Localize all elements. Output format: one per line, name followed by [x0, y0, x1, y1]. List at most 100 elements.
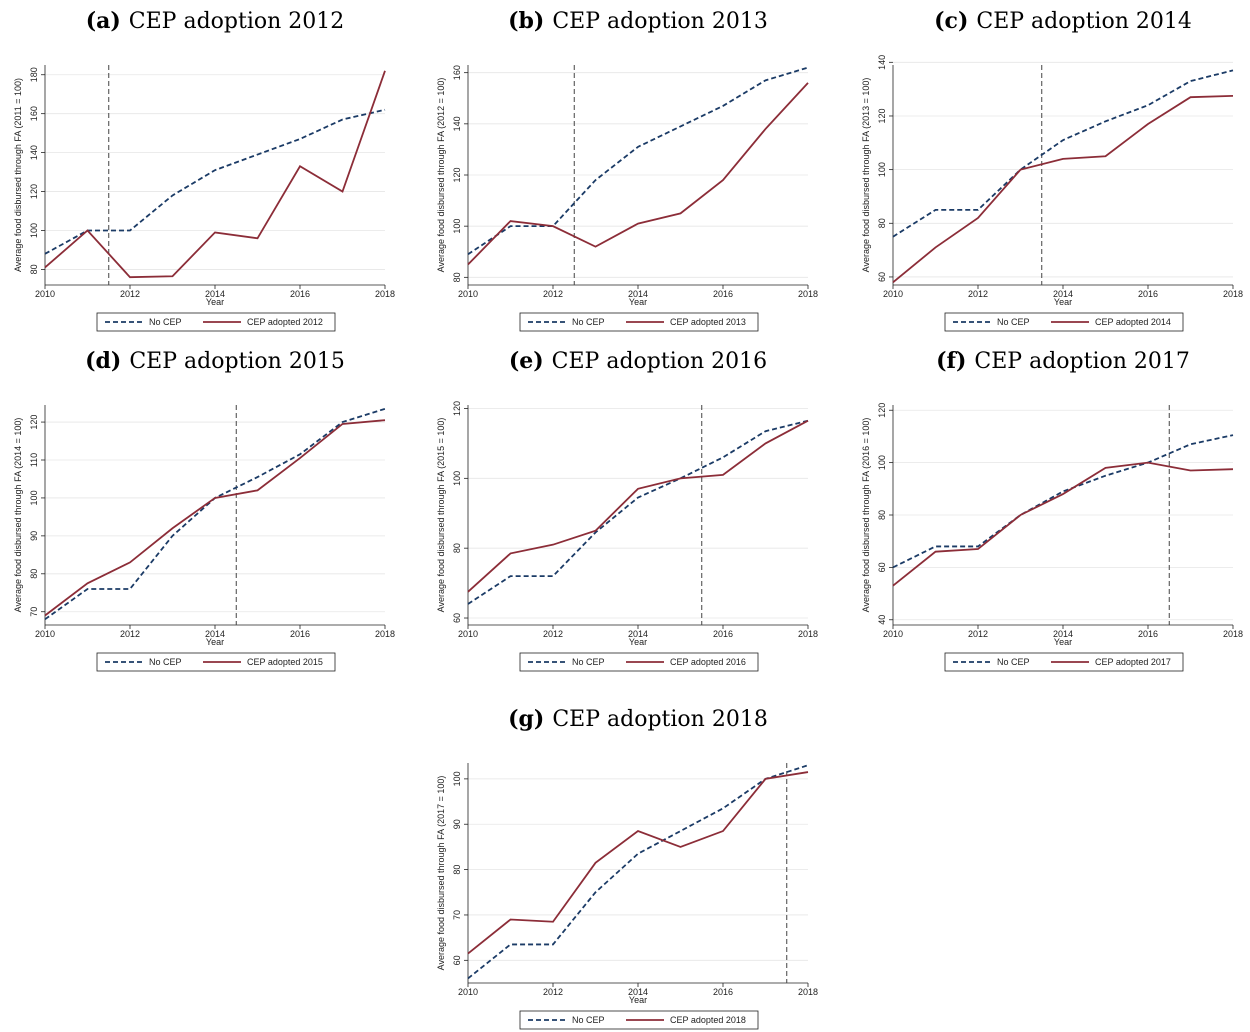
x-tick-label: 2018: [375, 289, 395, 299]
legend-label: No CEP: [572, 1015, 605, 1025]
y-tick-label: 60: [877, 562, 887, 572]
series-line: [467, 66, 809, 256]
series-line: [892, 434, 1234, 569]
x-tick-label: 2014: [628, 987, 648, 997]
y-tick-label: 80: [452, 865, 462, 875]
panel: (g) CEP adoption 2018 60 70 80 90 100 2010 2012 2…: [436, 706, 818, 1030]
series-line: [467, 419, 809, 605]
x-tick-label: 2016: [713, 629, 733, 639]
y-tick-label: 80: [452, 543, 462, 553]
panel-title-text: CEP adoption 2014: [976, 9, 1192, 34]
y-axis-label: Average food disbursed through FA (2011 …: [13, 78, 23, 272]
x-axis-label: Year: [206, 637, 224, 647]
y-tick-label: 140: [29, 145, 39, 160]
x-tick-label: 2018: [1223, 629, 1243, 639]
y-tick-label: 140: [877, 55, 887, 70]
y-tick-label: 120: [877, 403, 887, 418]
panel-title: (b) CEP adoption 2013: [508, 8, 768, 34]
y-tick-label: 120: [29, 184, 39, 199]
panel-title-text: CEP adoption 2012: [129, 9, 345, 34]
legend-label: No CEP: [572, 317, 605, 327]
series-line: [44, 407, 386, 621]
x-tick-label: 2010: [458, 629, 478, 639]
y-tick-label: 110: [29, 453, 39, 467]
legend-label: No CEP: [149, 317, 182, 327]
y-tick-label: 100: [29, 490, 39, 505]
y-tick-label: 80: [29, 569, 39, 579]
series-line: [467, 764, 809, 980]
x-tick-label: 2016: [1138, 629, 1158, 639]
y-axis-label: Average food disbursed through FA (2014 …: [13, 418, 23, 613]
x-axis-label: Year: [1054, 297, 1072, 307]
y-tick-label: 80: [29, 264, 39, 274]
y-tick-label: 60: [452, 955, 462, 965]
legend-label: No CEP: [997, 317, 1030, 327]
y-tick-label: 100: [452, 219, 462, 234]
y-tick-label: 120: [452, 167, 462, 182]
y-tick-label: 70: [452, 910, 462, 920]
panel: (e) CEP adoption 2016 60 80 100 120 2010 2012 20…: [436, 348, 818, 672]
x-tick-label: 2016: [290, 289, 310, 299]
y-tick-label: 40: [877, 615, 887, 625]
x-tick-label: 2014: [205, 289, 225, 299]
panel-title-text: CEP adoption 2013: [552, 9, 768, 34]
y-tick-label: 60: [452, 613, 462, 623]
x-tick-label: 2010: [35, 629, 55, 639]
panel: (f) CEP adoption 2017 40 60 80 100 120 2010 2012…: [861, 348, 1243, 672]
legend-label: CEP adopted 2018: [670, 1015, 746, 1025]
legend-label: CEP adopted 2015: [247, 657, 323, 667]
y-tick-label: 100: [452, 471, 462, 486]
x-tick-label: 2016: [713, 987, 733, 997]
x-tick-label: 2010: [35, 289, 55, 299]
x-tick-label: 2018: [798, 289, 818, 299]
legend-label: CEP adopted 2012: [247, 317, 323, 327]
y-axis-label: Average food disbursed through FA (2015 …: [436, 418, 446, 613]
x-tick-label: 2010: [458, 289, 478, 299]
x-tick-label: 2014: [628, 289, 648, 299]
x-tick-label: 2018: [798, 629, 818, 639]
x-tick-label: 2010: [458, 987, 478, 997]
x-tick-label: 2018: [798, 987, 818, 997]
y-tick-label: 120: [877, 108, 887, 123]
series-line: [467, 771, 809, 955]
x-axis-label: Year: [206, 297, 224, 307]
series-line: [44, 419, 386, 617]
y-axis-label: Average food disbursed through FA (2017 …: [436, 776, 446, 971]
panel-title-text: CEP adoption 2017: [974, 349, 1190, 374]
panel-label: (b): [508, 8, 544, 34]
series-line: [44, 108, 386, 255]
y-tick-label: 120: [452, 401, 462, 416]
x-axis-label: Year: [1054, 637, 1072, 647]
panel-label: (d): [85, 348, 121, 374]
x-tick-label: 2018: [375, 629, 395, 639]
y-tick-label: 90: [29, 531, 39, 541]
x-tick-label: 2016: [290, 629, 310, 639]
x-tick-label: 2014: [628, 629, 648, 639]
y-tick-label: 100: [452, 771, 462, 786]
series-line: [892, 94, 1234, 284]
x-axis-label: Year: [629, 995, 647, 1005]
y-tick-label: 120: [29, 415, 39, 430]
x-tick-label: 2010: [883, 289, 903, 299]
y-axis-label: Average food disbursed through FA (2013 …: [861, 78, 871, 273]
panel-title: (c) CEP adoption 2014: [934, 8, 1192, 34]
y-tick-label: 140: [452, 116, 462, 131]
x-tick-label: 2012: [543, 987, 563, 997]
y-tick-label: 100: [877, 162, 887, 177]
y-tick-label: 160: [29, 106, 39, 121]
panel-label: (f): [936, 348, 966, 374]
y-tick-label: 80: [877, 510, 887, 520]
y-axis-label: Average food disbursed through FA (2016 …: [861, 418, 871, 613]
x-tick-label: 2012: [543, 629, 563, 639]
series-line: [467, 82, 809, 266]
panel-label: (a): [86, 8, 121, 34]
y-tick-label: 70: [29, 607, 39, 617]
legend-label: No CEP: [572, 657, 605, 667]
panel-title: (f) CEP adoption 2017: [936, 348, 1190, 374]
legend-label: CEP adopted 2017: [1095, 657, 1171, 667]
y-tick-label: 180: [29, 67, 39, 82]
x-tick-label: 2018: [1223, 289, 1243, 299]
x-axis-label: Year: [629, 637, 647, 647]
panel: (d) CEP adoption 2015 70 80 90 100 110 120 2010 2…: [13, 348, 395, 672]
series-line: [892, 461, 1234, 587]
